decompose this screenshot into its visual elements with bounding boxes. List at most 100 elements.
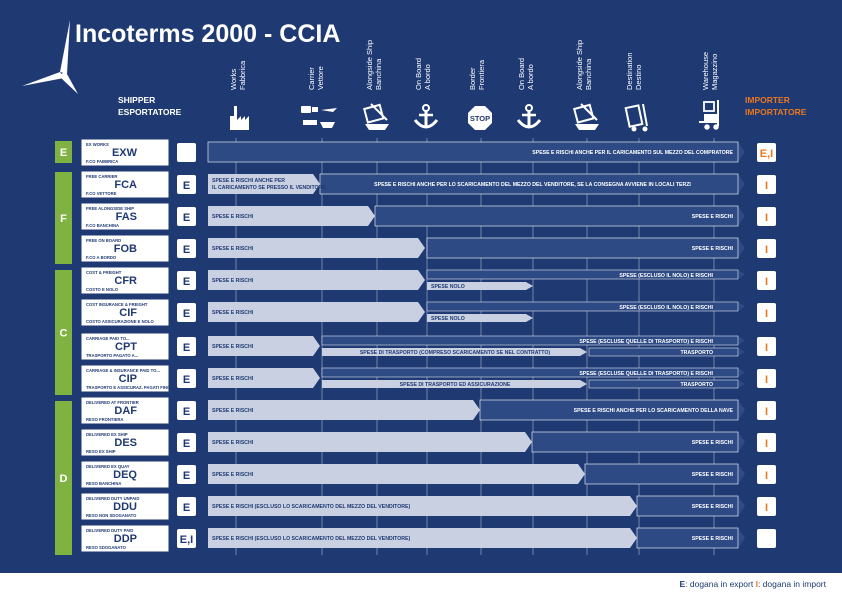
factory-shape xyxy=(230,106,249,130)
column-label-line2: Destino xyxy=(634,65,643,90)
legend-i-text: : dogana in import xyxy=(758,579,827,589)
term-box-FOB xyxy=(81,235,169,262)
import-customs-box-FAS xyxy=(757,207,776,226)
export-customs-CPT: E xyxy=(183,342,190,354)
term-box-CPT xyxy=(81,333,169,360)
compass-logo xyxy=(22,20,78,94)
group-label-F: F xyxy=(60,213,67,225)
buyer-text-FAS: SPESE E RISCHI xyxy=(692,214,734,220)
trolley-wheel xyxy=(642,126,648,132)
crane-arm xyxy=(370,103,388,121)
term-en-FOB: FREE ON BOARD xyxy=(86,238,121,243)
legend-i-letter: I xyxy=(756,579,758,589)
arrow-outline-CFR xyxy=(426,269,739,280)
term-code-FOB: FOB xyxy=(114,243,137,255)
export-customs-DDP: E,I xyxy=(180,534,193,546)
seller-text-FOB: SPESE E RISCHI xyxy=(212,246,254,252)
group-label-E: E xyxy=(60,147,67,159)
term-it-FCA: F.CO VETTORE xyxy=(86,191,117,196)
importer-label-it: IMPORTATORE xyxy=(745,107,807,117)
crane-icon xyxy=(573,103,599,130)
term-box-CIF xyxy=(81,299,169,326)
export-customs-box-FCA xyxy=(177,175,196,194)
import-customs-box-CFR xyxy=(757,271,776,290)
seller-arrow-DEQ xyxy=(208,464,585,484)
legend-e-letter: E xyxy=(679,579,685,589)
buyer-text-FOB: SPESE E RISCHI xyxy=(692,246,734,252)
import-customs-box-EXW xyxy=(757,143,776,162)
term-box-CFR xyxy=(81,267,169,294)
import-customs-box-FOB xyxy=(757,239,776,258)
forklift-body xyxy=(704,114,718,123)
import-customs-box-CIF xyxy=(757,303,776,322)
buyer-arrow-CIF xyxy=(427,302,745,311)
term-en-EXW: EX WORKS xyxy=(86,142,109,147)
export-customs-box-FAS xyxy=(177,207,196,226)
group-label-C: C xyxy=(60,328,68,340)
import-customs-box-DEQ xyxy=(757,465,776,484)
trolley-wheel xyxy=(631,126,637,132)
arrow-outline-FOB xyxy=(426,237,739,259)
customs-legend: E: dogana in export I: dogana in import xyxy=(679,579,826,589)
column-label-line1: Works xyxy=(229,69,238,90)
column-label-line1: Warehouse xyxy=(701,52,710,90)
export-customs-box-DAF xyxy=(177,401,196,420)
buyer-text-DAF: SPESE E RISCHI ANCHE PER LO SCARICAMENTO… xyxy=(574,408,734,414)
column-label-line1: Destination xyxy=(625,52,634,90)
import-customs-CIF: I xyxy=(765,308,768,320)
seller-arrow-DDP xyxy=(208,528,637,548)
term-it-CFR: COSTO E NOLO xyxy=(86,287,119,292)
seller-arrow-FOB xyxy=(208,238,425,258)
crate-shape xyxy=(363,103,385,124)
forklift-wheel xyxy=(704,124,710,130)
term-it-DDP: RESO SDOGANATO xyxy=(86,545,127,550)
buyer-arrow-DEQ xyxy=(585,464,745,484)
group-bar-C xyxy=(55,270,72,395)
column-label-2: Alongside ShipBanchina xyxy=(365,40,383,90)
import-customs-box-DES xyxy=(757,433,776,452)
logo-hub xyxy=(60,72,68,80)
import-customs-EXW: E,I xyxy=(760,148,773,160)
column-label-line1: Alongside Ship xyxy=(575,40,584,90)
seller-text-DEQ: SPESE E RISCHI xyxy=(212,472,254,478)
import-customs-DEQ: I xyxy=(765,470,768,482)
factory-icon xyxy=(230,106,249,130)
column-label-line2: Vettore xyxy=(316,66,325,90)
term-it-DDU: RESO NON SDOGANATO xyxy=(86,513,137,518)
column-label-line1: On Board xyxy=(414,58,423,90)
freight-arrow-CIF xyxy=(427,314,533,322)
seller-text-FAS: SPESE E RISCHI xyxy=(212,214,254,220)
shipper-label-it: ESPORTATORE xyxy=(118,107,182,117)
group-bar-D xyxy=(55,401,72,555)
seller-text-CIP: SPESE E RISCHI xyxy=(212,376,254,382)
import-customs-DAF: I xyxy=(765,406,768,418)
buyer-text-CIP: SPESE (ESCLUSE QUELLE DI TRASPORTO) E RI… xyxy=(579,371,713,377)
seller-text-DAF: SPESE E RISCHI xyxy=(212,408,254,414)
term-it-CIP: TRASPORTO E ASSICURAZ. PAGATI FINO A... xyxy=(86,385,178,390)
seller-text-FCA: SPESE E RISCHI ANCHE PER xyxy=(212,178,285,184)
column-label-line2: Magazzino xyxy=(710,54,719,90)
export-customs-box-CFR xyxy=(177,271,196,290)
carrier-icon xyxy=(301,106,337,128)
term-it-DES: RESO EX SHIP xyxy=(86,449,116,454)
term-box-DEQ xyxy=(81,461,169,488)
import-customs-box-CPT xyxy=(757,337,776,356)
truck-cab xyxy=(312,107,318,112)
crane-icon xyxy=(363,103,389,130)
buyer-arrow-CPT xyxy=(322,336,745,345)
term-en-DDP: DELIVERED DUTY PAID xyxy=(86,528,133,533)
term-box-FCA xyxy=(81,171,169,198)
column-label-line2: Frontiera xyxy=(477,59,486,90)
import-customs-CPT: I xyxy=(765,342,768,354)
seller-text-DES: SPESE E RISCHI xyxy=(212,440,254,446)
transport-text-CPT: SPESE DI TRASPORTO (COMPRESO SCARICAMENT… xyxy=(360,350,551,356)
term-box-EXW xyxy=(81,139,169,166)
transport-text-CIP: SPESE DI TRASPORTO ED ASSICURAZIONE xyxy=(400,382,511,388)
import-customs-CIP: I xyxy=(765,374,768,386)
term-it-DAF: RESO FRONTIERA xyxy=(86,417,123,422)
importer-label: IMPORTER xyxy=(745,95,790,105)
buyer-arrow-FOB xyxy=(427,238,745,258)
seller-arrow-DES xyxy=(208,432,532,452)
crate-shape xyxy=(573,103,595,124)
